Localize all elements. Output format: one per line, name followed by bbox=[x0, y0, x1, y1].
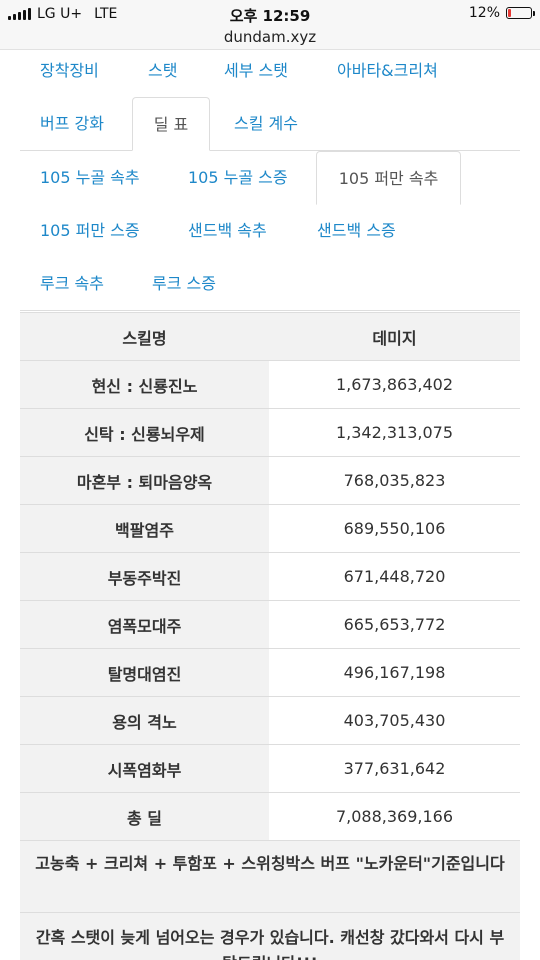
stat-delay-note: 간혹 스탯이 늦게 넘어오는 경우가 있습니다. 캐선창 갔다와서 다시 부탁드… bbox=[20, 912, 520, 960]
battery-percent: 12% bbox=[468, 5, 500, 21]
table-row: 마혼부 : 퇴마음양옥 768,035,823 bbox=[20, 456, 520, 505]
tab-detail-stats[interactable]: 세부 스탯 bbox=[224, 61, 288, 80]
tab-105-perman-sokchu[interactable]: 105 퍼만 속추 bbox=[316, 151, 461, 205]
skill-name: 백팔염주 bbox=[20, 504, 269, 553]
skill-damage: 496,167,198 bbox=[269, 648, 520, 697]
skill-damage: 689,550,106 bbox=[269, 504, 520, 553]
main-tabs: 장착장비 스탯 세부 스탯 아바타&크리쳐 버프 강화 딜 표 스킬 계수 bbox=[20, 44, 520, 151]
total-label: 총 딜 bbox=[20, 792, 269, 841]
table-row: 시폭염화부 377,631,642 bbox=[20, 744, 520, 793]
skill-name: 마혼부 : 퇴마음양옥 bbox=[20, 456, 269, 505]
table-row: 부동주박진 671,448,720 bbox=[20, 552, 520, 601]
skill-damage: 1,673,863,402 bbox=[269, 360, 520, 409]
skill-name: 염폭모대주 bbox=[20, 600, 269, 649]
sub-tabs: 105 누골 속추 105 누골 스증 105 퍼만 속추 105 퍼만 스증 … bbox=[20, 151, 520, 311]
battery-icon bbox=[506, 7, 535, 19]
signal-icon bbox=[8, 8, 31, 20]
sub-tab-row-1: 105 누골 속추 105 누골 스증 105 퍼만 속추 bbox=[20, 151, 520, 205]
sub-tab-row-2: 105 퍼만 스증 샌드백 속추 샌드백 스증 bbox=[20, 204, 520, 257]
tab-damage-table[interactable]: 딜 표 bbox=[132, 97, 210, 151]
table-row: 용의 격노 403,705,430 bbox=[20, 696, 520, 745]
status-left: LG U+ LTE bbox=[8, 6, 117, 22]
table-row: 현신 : 신룡진노 1,673,863,402 bbox=[20, 360, 520, 409]
header-skill-name: 스킬명 bbox=[20, 312, 269, 361]
skill-name: 현신 : 신룡진노 bbox=[20, 360, 269, 409]
table-row: 신탁 : 신룡뇌우제 1,342,313,075 bbox=[20, 408, 520, 457]
tab-luke-seuzeung[interactable]: 루크 스증 bbox=[152, 274, 216, 293]
main-tab-row-1: 장착장비 스탯 세부 스탯 아바타&크리쳐 bbox=[20, 44, 520, 97]
total-row: 총 딜 7,088,369,166 bbox=[20, 792, 520, 841]
tab-equipment[interactable]: 장착장비 bbox=[40, 61, 99, 80]
table-row: 염폭모대주 665,653,772 bbox=[20, 600, 520, 649]
skill-name: 시폭염화부 bbox=[20, 744, 269, 793]
skill-damage: 671,448,720 bbox=[269, 552, 520, 601]
status-bar: LG U+ LTE 오후 12:59 12% bbox=[0, 0, 540, 28]
tab-105-perman-seuzeung[interactable]: 105 퍼만 스증 bbox=[40, 221, 140, 240]
tab-luke-sokchu[interactable]: 루크 속추 bbox=[40, 274, 104, 293]
total-damage: 7,088,369,166 bbox=[269, 792, 520, 841]
table-row: 백팔염주 689,550,106 bbox=[20, 504, 520, 553]
skill-name: 용의 격노 bbox=[20, 696, 269, 745]
tab-skill-coefficient[interactable]: 스킬 계수 bbox=[234, 114, 298, 133]
skill-damage: 403,705,430 bbox=[269, 696, 520, 745]
tab-sandbag-seuzeung[interactable]: 샌드백 스증 bbox=[317, 221, 396, 240]
carrier-label: LG U+ bbox=[37, 6, 83, 22]
main-tab-row-2: 버프 강화 딜 표 스킬 계수 bbox=[20, 97, 520, 151]
tab-105-nugol-sokchu[interactable]: 105 누골 속추 bbox=[40, 168, 140, 187]
skill-name: 탈명대염진 bbox=[20, 648, 269, 697]
skill-name: 부동주박진 bbox=[20, 552, 269, 601]
tab-avatar-creature[interactable]: 아바타&크리쳐 bbox=[337, 61, 438, 80]
skill-damage: 768,035,823 bbox=[269, 456, 520, 505]
header-damage: 데미지 bbox=[269, 312, 520, 361]
tab-sandbag-sokchu[interactable]: 샌드백 속추 bbox=[188, 221, 267, 240]
damage-table: 스킬명 데미지 현신 : 신룡진노 1,673,863,402 신탁 : 신룡뇌우… bbox=[20, 312, 520, 841]
tab-105-nugol-seuzeung[interactable]: 105 누골 스증 bbox=[188, 168, 288, 187]
table-header-row: 스킬명 데미지 bbox=[20, 312, 520, 361]
status-right: 12% bbox=[468, 5, 535, 21]
skill-damage: 1,342,313,075 bbox=[269, 408, 520, 457]
skill-damage: 377,631,642 bbox=[269, 744, 520, 793]
buff-basis-note: 고농축 + 크리쳐 + 투함포 + 스위칭박스 버프 "노카운터"기준입니다 bbox=[20, 840, 520, 912]
skill-name: 신탁 : 신룡뇌우제 bbox=[20, 408, 269, 457]
clock: 오후 12:59 bbox=[229, 7, 311, 25]
table-row: 탈명대염진 496,167,198 bbox=[20, 648, 520, 697]
tab-buff-enhance[interactable]: 버프 강화 bbox=[40, 114, 104, 133]
address-bar[interactable]: dundam.xyz bbox=[0, 28, 540, 50]
network-label: LTE bbox=[94, 6, 118, 22]
battery-level bbox=[508, 9, 511, 17]
skill-damage: 665,653,772 bbox=[269, 600, 520, 649]
tab-stats[interactable]: 스탯 bbox=[148, 61, 178, 80]
sub-tab-row-3: 루크 속추 루크 스증 bbox=[20, 257, 520, 310]
